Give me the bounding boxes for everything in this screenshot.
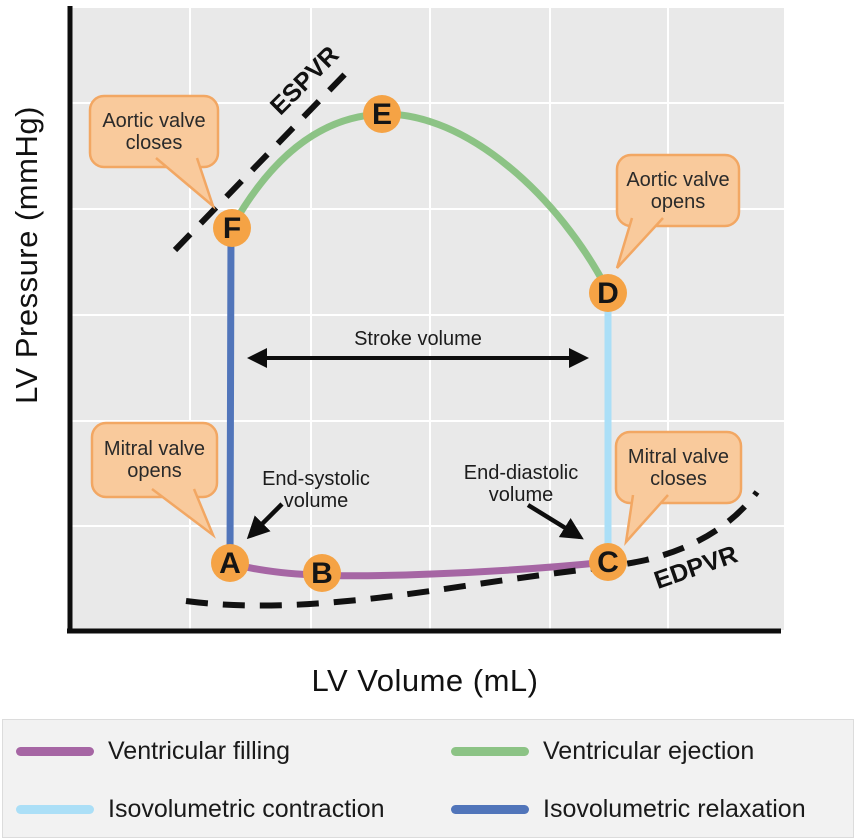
point-marker-c: [589, 543, 627, 581]
edpvr-curve: [185, 490, 760, 609]
legend-item-ventricular-filling: Ventricular filling: [16, 737, 290, 765]
legend-swatch-isovolumetric-relaxation: [451, 804, 529, 814]
callout-aortic-closes-tail: [155, 157, 216, 210]
end-diastolic-line2: volume: [488, 484, 554, 506]
callout-aortic-opens: Aortic valve opens: [617, 155, 739, 226]
legend-item-isovolumetric-contraction: Isovolumetric contraction: [16, 795, 385, 823]
callout-mitral-closes-bubble: [614, 430, 743, 505]
axes: [67, 6, 781, 634]
point-label-b: B: [311, 557, 333, 590]
point-marker-a: [211, 544, 249, 582]
end-systolic-label: End-systolic volume: [262, 468, 370, 512]
point-label-c: C: [597, 546, 619, 579]
legend-label-ventricular-ejection: Ventricular ejection: [543, 736, 755, 765]
point-marker-b: [303, 554, 341, 592]
callout-mitral-closes-line2: closes: [650, 467, 707, 490]
point-marker-e: [363, 95, 401, 133]
point-label-a: A: [219, 547, 241, 580]
end-diastolic-line1: End-diastolic: [463, 462, 579, 484]
point-label-d: D: [597, 277, 619, 310]
legend-swatch-ventricular-ejection: [451, 746, 529, 756]
legend-item-isovolumetric-relaxation: Isovolumetric relaxation: [451, 795, 806, 823]
callout-aortic-closes: Aortic valve closes: [90, 96, 218, 167]
point-label-e: E: [371, 98, 393, 131]
end-diastolic-label: End-diastolic volume: [464, 462, 579, 506]
legend-label-isovolumetric-contraction: Isovolumetric contraction: [108, 794, 385, 823]
callout-aortic-opens-bubble: [615, 153, 741, 228]
callout-mitral-opens-bubble: [90, 421, 219, 499]
end-systolic-line2: volume: [283, 490, 349, 512]
callout-aortic-closes-line1: Aortic valve: [102, 109, 206, 132]
callout-mitral-closes-tail: [624, 494, 669, 546]
end-diastolic-arrow: [526, 503, 584, 540]
callout-aortic-opens-line2: opens: [650, 190, 706, 213]
isovolumetric-relaxation-line: [226, 226, 235, 566]
legend-label-isovolumetric-relaxation: Isovolumetric relaxation: [543, 794, 806, 823]
ventricular-filling-curve: [226, 558, 612, 580]
callout-aortic-closes-line2: closes: [125, 131, 183, 154]
dashed-curves: [172, 68, 760, 609]
callout-mitral-closes: Mitral valve closes: [616, 432, 741, 503]
annotation-arrows: [246, 348, 589, 540]
end-systolic-arrow: [246, 502, 284, 540]
callout-mitral-closes-line1: Mitral valve: [627, 445, 730, 468]
point-marker-f: [213, 209, 251, 247]
callout-mitral-opens-line2: opens: [127, 460, 182, 482]
stroke-volume-label: Stroke volume: [354, 328, 482, 350]
espvr-line: [172, 68, 351, 253]
legend-item-ventricular-ejection: Ventricular ejection: [451, 737, 754, 765]
point-marker-d: [589, 274, 627, 312]
point-label-f: F: [222, 212, 242, 245]
callout-mitral-opens-tail: [151, 488, 216, 539]
callout-mitral-opens-line1: Mitral valve: [103, 438, 206, 460]
callout-aortic-opens-line1: Aortic valve: [626, 168, 730, 191]
end-systolic-line1: End-systolic: [262, 468, 370, 490]
point-markers: [211, 95, 627, 592]
legend-swatch-ventricular-filling: [16, 746, 94, 756]
callout-aortic-closes-bubble: [88, 94, 220, 169]
callout-mitral-opens: Mitral valve opens: [92, 423, 217, 497]
legend-swatch-isovolumetric-contraction: [16, 804, 94, 814]
x-axis-label: LV Volume (mL): [311, 663, 539, 698]
y-axis-label: LV Pressure (mmHg): [9, 106, 44, 404]
legend-label-ventricular-filling: Ventricular filling: [108, 736, 291, 765]
callout-bubbles: [88, 94, 743, 546]
legend-panel: Ventricular filling Ventricular ejection…: [2, 719, 854, 838]
callout-aortic-opens-tail: [615, 217, 664, 269]
